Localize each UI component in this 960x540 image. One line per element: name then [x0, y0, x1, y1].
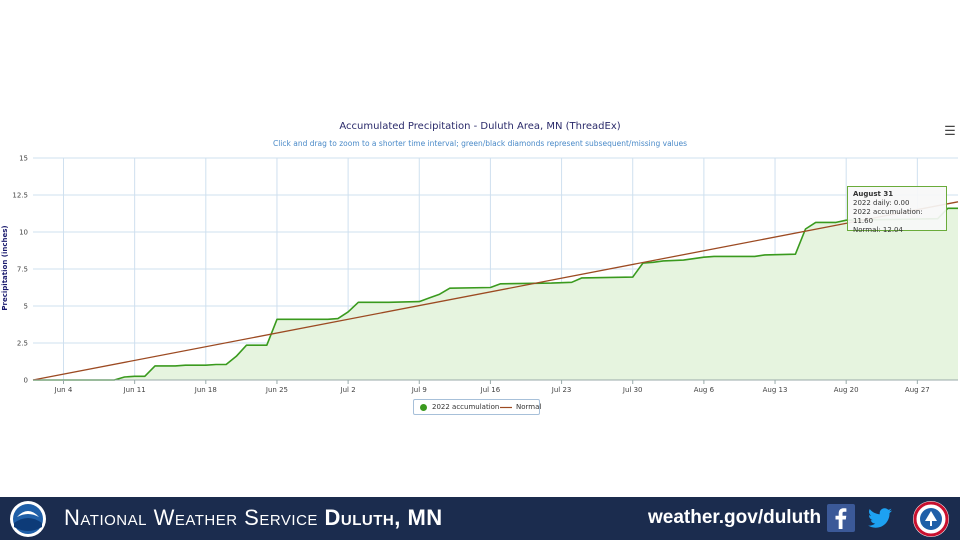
tooltip-accumulation: 2022 accumulation: 11.60	[853, 208, 923, 225]
x-tick-label: Aug 27	[905, 386, 930, 394]
nws-logo	[913, 501, 949, 537]
chart-title: Accumulated Precipitation - Duluth Area,…	[339, 121, 621, 132]
footer-title: National Weather Service Duluth, MN	[64, 505, 443, 531]
x-tick-label: Jun 4	[54, 386, 73, 394]
y-tick-label: 12.5	[12, 192, 28, 200]
legend-label-normal: Normal	[516, 403, 542, 411]
legend-marker-accumulation	[420, 403, 427, 411]
footer-title-regular: National Weather Service	[64, 505, 325, 530]
x-tick-label: Jun 11	[123, 386, 146, 394]
hamburger-menu-icon[interactable]: ☰	[944, 123, 956, 138]
footer-title-bold: Duluth, MN	[324, 505, 443, 530]
footer-url-link[interactable]: weather.gov/duluth	[648, 507, 822, 528]
y-tick-label: 0	[24, 377, 28, 385]
x-tick-label: Jul 9	[411, 386, 427, 394]
legend-item-normal[interactable]: Normal	[500, 402, 541, 412]
data-tooltip: August 31 2022 daily: 0.00 2022 accumula…	[847, 186, 947, 234]
series-2022-accumulation-line	[33, 207, 958, 381]
y-tick-label: 15	[19, 155, 28, 163]
legend-item-accumulation[interactable]: 2022 accumulation	[419, 402, 499, 412]
tooltip-normal: Normal: 12.04	[853, 226, 903, 234]
y-axis-title: Precipitation (inches)	[1, 225, 9, 310]
footer-banner: National Weather Service Duluth, MN weat…	[0, 497, 960, 540]
x-tick-label: Aug 6	[694, 386, 715, 394]
chart-subtitle: Click and drag to zoom to a shorter time…	[272, 139, 688, 148]
series-normal-line	[32, 201, 959, 381]
x-tick-label: Jul 2	[340, 386, 356, 394]
tooltip-daily: 2022 daily: 0.00	[853, 199, 910, 207]
x-tick-label: Jul 23	[551, 386, 572, 394]
y-tick-label: 5	[24, 303, 28, 311]
accumulation-area	[33, 208, 958, 380]
axes: 0 2.5 5 7.5 10 12.5 15 Jun 4 Jun 11 Jun 18 Jun 25 J…	[12, 155, 958, 394]
accumulation-area-fill	[33, 208, 958, 380]
tooltip-date: August 31	[853, 190, 894, 198]
y-tick-label: 2.5	[17, 340, 28, 348]
series-lines	[32, 201, 959, 381]
twitter-icon[interactable]	[866, 504, 894, 532]
x-tick-label: Jul 16	[480, 386, 501, 394]
legend-marker-normal	[500, 406, 512, 408]
chart-svg[interactable]: 0 2.5 5 7.5 10 12.5 15 Jun 4 Jun 11 Jun 18 Jun 25 J…	[0, 0, 960, 420]
chart-legend: 2022 accumulation Normal	[413, 399, 541, 415]
y-tick-label: 10	[19, 229, 28, 237]
noaa-logo	[10, 501, 46, 537]
facebook-icon[interactable]	[827, 504, 855, 532]
y-tick-label: 7.5	[17, 266, 28, 274]
legend-label-accumulation: 2022 accumulation	[432, 403, 500, 411]
x-tick-label: Jun 25	[265, 386, 288, 394]
x-tick-label: Jul 30	[622, 386, 643, 394]
x-tick-label: Aug 20	[834, 386, 859, 394]
x-tick-label: Aug 13	[763, 386, 788, 394]
x-tick-label: Jun 18	[194, 386, 217, 394]
